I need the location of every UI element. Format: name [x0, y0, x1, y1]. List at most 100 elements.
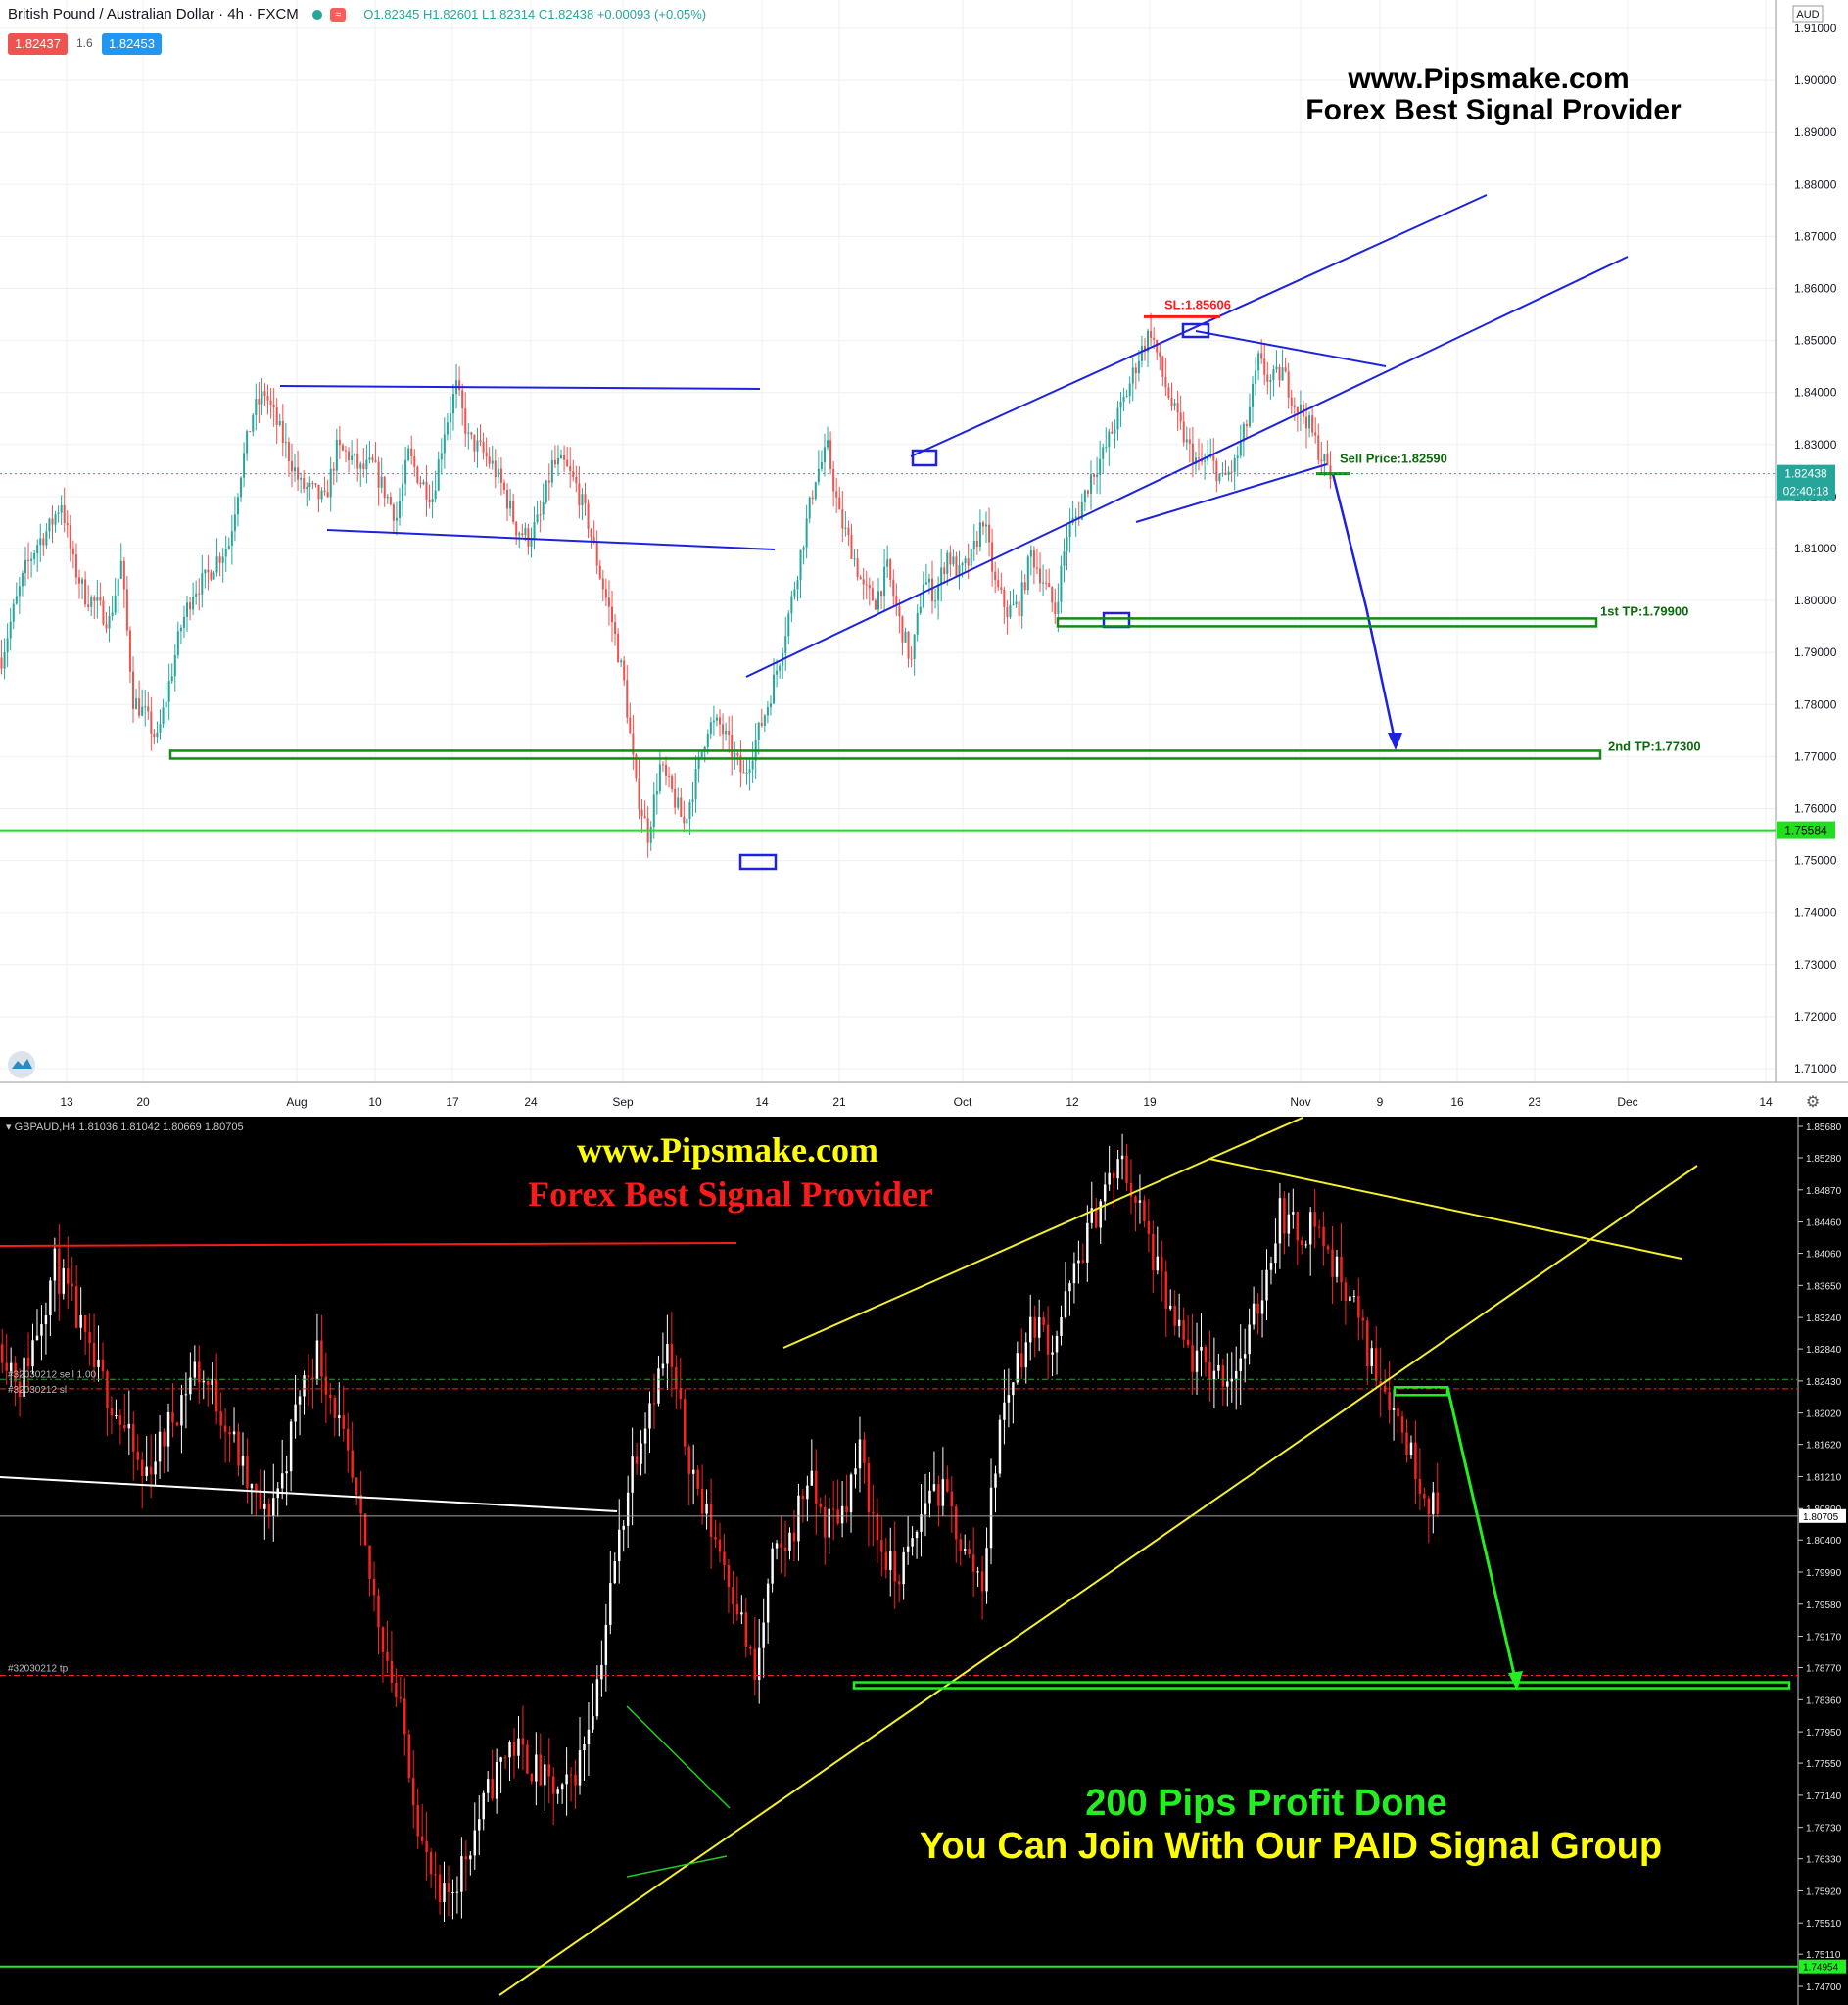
candle-body — [495, 1761, 498, 1799]
price-axis-tick-label: 1.77550 — [1806, 1759, 1842, 1770]
candle-body — [469, 1855, 472, 1860]
candle-body — [1322, 1226, 1325, 1247]
top-price-chart[interactable]: 1.91000 1.90000 1.89000 1.88000 1.87000 1.860… — [0, 0, 1848, 1117]
candle-body — [859, 576, 862, 580]
time-axis-tick-label: 16 — [1450, 1095, 1464, 1109]
candle-body — [976, 1571, 979, 1573]
current-price-tag — [1799, 1508, 1846, 1523]
candle-body — [971, 1554, 975, 1572]
candle-body — [96, 597, 99, 601]
candle-body — [105, 624, 108, 629]
candle-body — [775, 1543, 779, 1549]
candle-body — [431, 499, 434, 503]
symbol-title[interactable]: British Pound / Australian Dollar · 4h ·… — [8, 6, 299, 23]
candle-body — [1051, 1352, 1054, 1355]
candle-body — [512, 1742, 516, 1756]
candle-body — [329, 468, 332, 498]
candle-body — [255, 1483, 258, 1491]
projection-arrow — [1331, 473, 1398, 745]
candle-body — [904, 631, 907, 643]
candle-body — [1156, 1256, 1160, 1271]
candle-body — [1029, 550, 1032, 557]
candle-body — [1177, 1319, 1181, 1326]
price-axis-tick-label: 1.85280 — [1806, 1154, 1842, 1165]
candle-body — [788, 1532, 791, 1551]
candle-body — [584, 494, 587, 504]
candle-body — [1020, 1353, 1023, 1368]
candle-body — [955, 556, 958, 577]
candle-body — [1140, 345, 1143, 361]
candle-body — [54, 514, 57, 525]
candle-body — [838, 497, 841, 510]
candle-body — [346, 1428, 350, 1451]
candle-body — [207, 569, 210, 573]
candle-body — [407, 1734, 410, 1779]
pivot-marker-box — [1102, 611, 1131, 629]
candle-body — [648, 1403, 651, 1429]
candle-body — [311, 483, 314, 485]
candle-body — [1018, 601, 1020, 617]
candle-body — [967, 558, 970, 566]
candle-body — [556, 1789, 559, 1794]
last-price-tag — [1777, 464, 1835, 501]
candle-body — [395, 517, 398, 521]
candle-body — [482, 1792, 485, 1820]
candle-body — [988, 524, 991, 543]
candle-body — [705, 1504, 708, 1514]
candle-body — [638, 778, 640, 810]
candle-body — [90, 597, 93, 607]
candle-body — [359, 463, 362, 469]
candle-body — [880, 591, 883, 597]
price-axis-tick-label: 1.77000 — [1794, 749, 1837, 763]
candle-body — [219, 1411, 222, 1426]
projection-arrow — [1445, 1386, 1518, 1684]
candle-body — [626, 680, 629, 718]
candle-body — [163, 1431, 166, 1447]
candle-body — [258, 399, 261, 405]
candle-body — [872, 1512, 875, 1514]
candle-body — [1409, 1442, 1413, 1456]
candle-body — [941, 1479, 945, 1506]
candle-body — [569, 466, 572, 472]
candle-body — [179, 627, 182, 632]
compare-icon[interactable]: ≈ — [330, 8, 347, 23]
candle-body — [49, 1280, 52, 1315]
candle-body — [1147, 1220, 1151, 1234]
candle-body — [236, 497, 239, 515]
candle-body — [937, 584, 940, 601]
candle-body — [687, 1446, 690, 1474]
tp2-label: 2nd TP:1.77300 — [1608, 739, 1701, 753]
candle-body — [1023, 582, 1026, 591]
candle-body — [547, 480, 550, 483]
candle-body — [763, 715, 766, 726]
candle-body — [482, 441, 485, 453]
candle-body — [1239, 1358, 1242, 1371]
ask-price-button[interactable]: 1.82453 — [102, 33, 162, 55]
candle-body — [42, 538, 45, 546]
candle-body — [294, 1404, 297, 1422]
candle-body — [820, 462, 823, 469]
candle-body — [53, 1248, 57, 1281]
candle-body — [1112, 1172, 1115, 1179]
candle-body — [527, 528, 530, 547]
candle-body — [1191, 1345, 1194, 1372]
candle-body — [419, 482, 422, 485]
candle-body — [949, 552, 952, 565]
candle-body — [26, 1357, 30, 1367]
candle-body — [526, 1744, 529, 1774]
candle-body — [574, 1774, 577, 1786]
bid-price-button[interactable]: 1.82437 — [8, 33, 68, 55]
candle-body — [728, 730, 731, 735]
candle-body — [289, 1421, 293, 1472]
candle-body — [997, 580, 1000, 588]
candle-body — [1269, 1263, 1273, 1270]
candle-body — [425, 481, 428, 501]
candle-body — [736, 752, 739, 756]
bottom-price-chart[interactable]: 1.85680 1.85280 1.84870 1.84460 1.84060 1.836… — [0, 1117, 1848, 2005]
candle-body — [1226, 1381, 1229, 1387]
candle-body — [780, 1543, 782, 1548]
candle-body — [479, 440, 482, 442]
candle-body — [823, 447, 826, 463]
price-axis-tick-label: 1.74700 — [1806, 1982, 1842, 1993]
candle-body — [658, 764, 661, 791]
